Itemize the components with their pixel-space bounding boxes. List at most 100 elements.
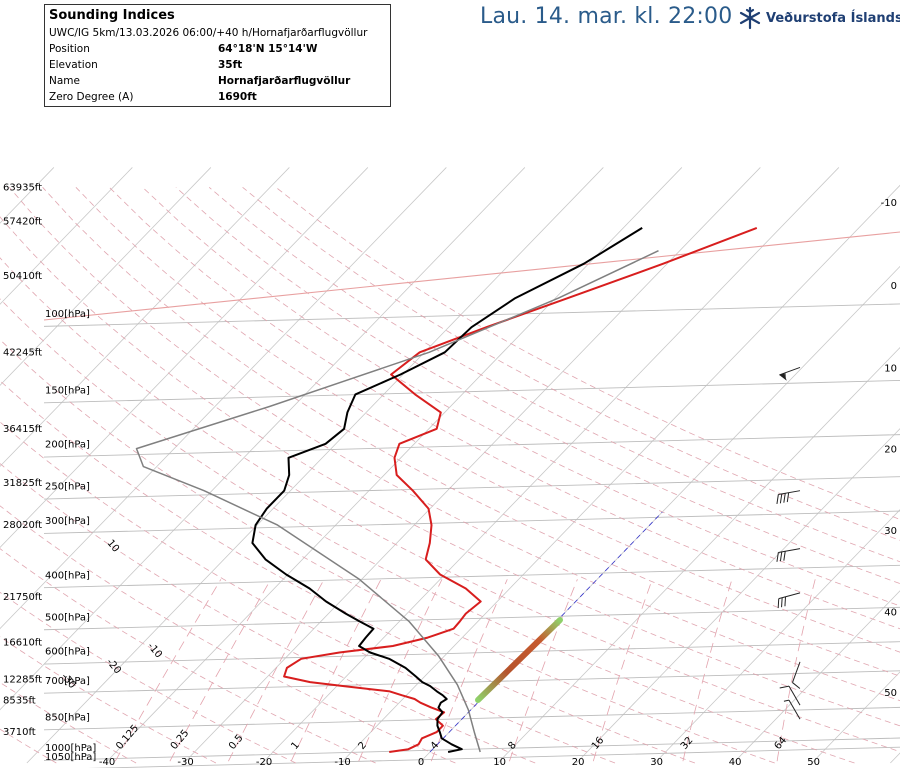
wind-barb-staff bbox=[788, 685, 801, 706]
mixing-ratio-line bbox=[509, 579, 578, 762]
mixing-ratio-label: 2 bbox=[357, 740, 370, 752]
temperature-axis-label: -10 bbox=[334, 757, 350, 768]
logo-text: Veðurstofa Íslands bbox=[766, 10, 900, 26]
wind-barb-feather bbox=[784, 596, 787, 607]
dry-adiabat-line bbox=[175, 187, 900, 585]
wind-barb bbox=[779, 366, 801, 381]
wind-barb-feather bbox=[792, 682, 801, 689]
dry-adiabat-label: -10 bbox=[145, 641, 164, 661]
series-line-temperature bbox=[283, 226, 758, 753]
wind-barb-feather bbox=[779, 493, 783, 504]
right-axis-label: 40 bbox=[884, 607, 897, 618]
wind-barb-staff bbox=[778, 592, 801, 600]
isotherm-line bbox=[262, 167, 840, 764]
isotherm-line bbox=[0, 167, 212, 386]
temperature-axis-label: 20 bbox=[572, 757, 585, 768]
isotherm-line bbox=[0, 167, 290, 467]
temperature-axis-label: 10 bbox=[493, 757, 506, 768]
wind-barb-staff bbox=[778, 490, 801, 495]
isobar-line bbox=[43, 476, 900, 500]
mixing-ratio-line bbox=[358, 579, 443, 762]
isotherm-lines bbox=[0, 167, 900, 764]
isotherm-line bbox=[654, 509, 900, 764]
pressure-label: 850[hPa] bbox=[45, 712, 90, 723]
height-label: 28020ft bbox=[3, 520, 42, 531]
isotherm-line bbox=[0, 167, 526, 711]
info-row-name: Name Hornafjarðarflugvöllur bbox=[49, 73, 386, 89]
pressure-label: 500[hPa] bbox=[45, 612, 90, 623]
height-label: 63935ft bbox=[3, 182, 42, 193]
wind-barbs bbox=[776, 366, 801, 720]
right-axis-label: 20 bbox=[884, 445, 897, 456]
info-row-position: Position 64°18'N 15°14'W bbox=[49, 41, 386, 57]
wind-barb-feather bbox=[779, 685, 790, 689]
mixing-ratio-line bbox=[114, 579, 222, 762]
mixing-ratio-label: 16 bbox=[590, 735, 607, 752]
mixing-ratio-label: 1 bbox=[289, 740, 302, 752]
info-label: Position bbox=[49, 43, 90, 55]
isobar-line bbox=[43, 706, 900, 731]
series-line-sounding-black bbox=[251, 227, 643, 753]
dry-adiabat-line bbox=[275, 186, 900, 520]
info-label: Name bbox=[49, 75, 80, 87]
wind-barb-staff bbox=[778, 548, 801, 553]
isotherm-line bbox=[811, 671, 900, 764]
info-label: Zero Degree (A) bbox=[49, 91, 134, 103]
dry-adiabat-label: -20 bbox=[104, 657, 123, 677]
wind-barb-feather bbox=[783, 551, 786, 561]
info-value: Hornafjarðarflugvöllur bbox=[218, 75, 351, 87]
temperature-axis-label: 40 bbox=[729, 757, 742, 768]
dry-adiabat-line bbox=[0, 339, 775, 764]
right-axis-label: 10 bbox=[884, 363, 897, 374]
info-title: Sounding Indices bbox=[49, 8, 175, 23]
mixing-ratio-lines bbox=[114, 579, 816, 762]
temperature-axis-label: 50 bbox=[807, 757, 820, 768]
wind-barb-half-feather bbox=[784, 372, 786, 379]
isobar-line bbox=[43, 737, 900, 761]
series-line-parcel bbox=[135, 250, 659, 753]
dry-adiabat-line bbox=[142, 187, 900, 607]
sounding-series bbox=[135, 226, 758, 753]
height-label: 16610ft bbox=[3, 638, 42, 649]
mixing-ratio-label: 32 bbox=[679, 735, 696, 752]
isotherm-line bbox=[497, 346, 900, 764]
temperature-axis-label: -40 bbox=[99, 757, 115, 768]
dry-adiabat-lines bbox=[0, 186, 900, 764]
info-value: 35ft bbox=[218, 59, 243, 71]
mixing-ratio-label: 0.5 bbox=[227, 733, 246, 752]
pressure-label: 250[hPa] bbox=[45, 482, 90, 493]
lifted-parcel-band bbox=[475, 617, 563, 703]
wind-barb bbox=[777, 592, 801, 609]
height-label: 50410ft bbox=[3, 271, 42, 282]
isobar-line bbox=[43, 670, 900, 694]
dry-adiabat-line bbox=[0, 257, 900, 753]
mixing-ratio-line bbox=[592, 579, 653, 762]
isobar-line bbox=[87, 746, 900, 768]
tropopause-line bbox=[43, 231, 900, 321]
height-label: 31825ft bbox=[3, 478, 42, 489]
dry-adiabat-line bbox=[8, 187, 900, 702]
wind-barb-staff bbox=[792, 661, 801, 683]
wind-barb-feather bbox=[776, 494, 779, 504]
info-value: 1690ft bbox=[218, 91, 257, 103]
snowflake-logo-icon bbox=[739, 6, 761, 30]
isotherm-line bbox=[733, 590, 900, 764]
isobar-line bbox=[43, 379, 900, 404]
mixing-ratio-label: 64 bbox=[772, 735, 789, 752]
wind-barb-feather bbox=[786, 492, 790, 503]
info-row-zero-degree: Zero Degree (A) 1690ft bbox=[49, 89, 386, 105]
info-subtitle: UWC/IG 5km/13.03.2026 06:00/+40 h/Hornaf… bbox=[49, 27, 368, 39]
dry-adiabat-line bbox=[0, 216, 900, 727]
height-label: 57420ft bbox=[3, 217, 42, 228]
dry-adiabat-line bbox=[0, 380, 696, 764]
dry-adiabat-line bbox=[0, 636, 217, 764]
pressure-label: 200[hPa] bbox=[45, 440, 90, 451]
pressure-label: 700[hPa] bbox=[45, 676, 90, 687]
isotherm-line bbox=[0, 167, 447, 630]
height-label: 42245ft bbox=[3, 347, 42, 358]
wind-barb bbox=[792, 661, 801, 689]
temperature-axis-label: -20 bbox=[256, 757, 272, 768]
isotherm-line bbox=[0, 167, 133, 305]
